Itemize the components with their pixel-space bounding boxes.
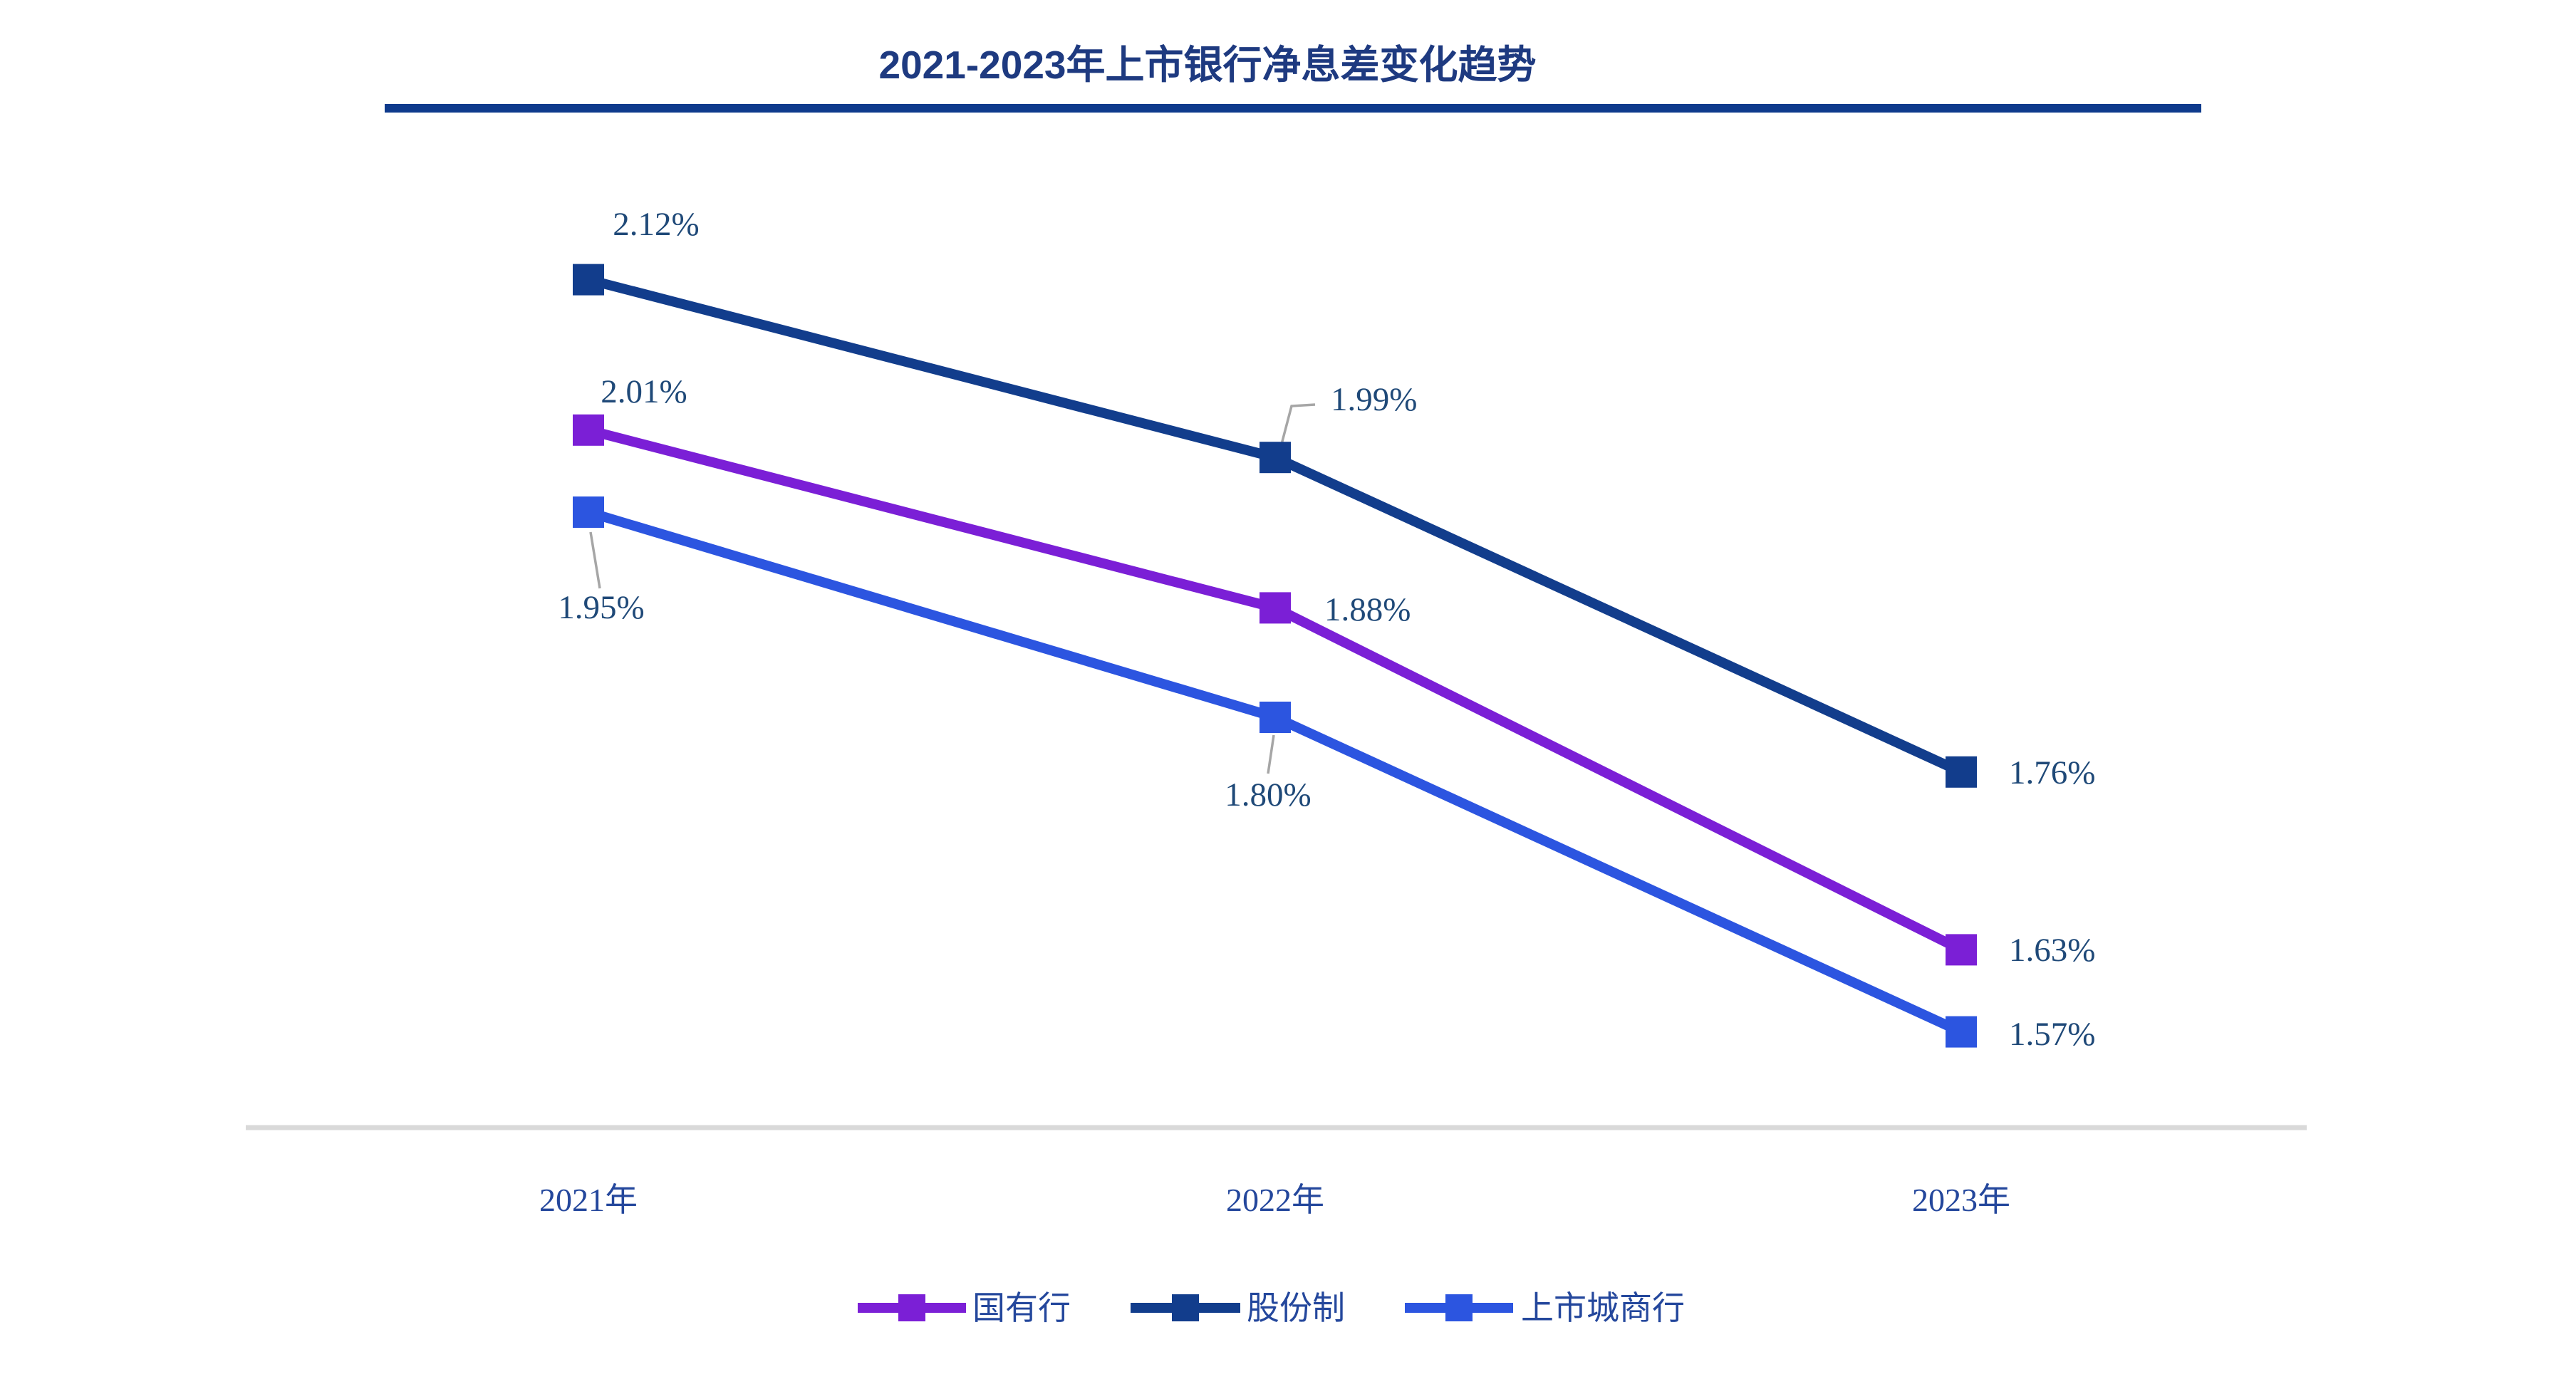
- x-axis-label: 2021年: [539, 1182, 638, 1218]
- legend-marker-swatch: [1172, 1294, 1199, 1321]
- legend: 国有行 股份制 上市城商行: [858, 1290, 1685, 1326]
- legend-item: 股份制: [1131, 1290, 1345, 1326]
- legend-label: 上市城商行: [1521, 1290, 1685, 1326]
- plot-area: 2.01% 1.88% 1.63% 2.12% 1.99% 1.76% 1.95% 1.80%…: [558, 206, 2095, 1053]
- x-axis-label: 2022年: [1226, 1182, 1324, 1218]
- label-leader-line: [589, 531, 601, 589]
- series-marker: [573, 496, 604, 528]
- series-marker: [1946, 756, 1977, 788]
- series-marker: [1946, 1016, 1977, 1048]
- series-marker: [1260, 592, 1291, 624]
- x-axis: 2021年 2022年 2023年: [246, 1125, 2307, 1218]
- legend-item: 国有行: [858, 1290, 1071, 1326]
- series-marker: [1260, 702, 1291, 733]
- label-leader-line: [1267, 734, 1275, 774]
- series-marker: [1946, 934, 1977, 966]
- data-label: 1.95%: [558, 589, 644, 626]
- series-line: [586, 507, 1963, 1036]
- data-label: 1.80%: [1225, 776, 1311, 813]
- series-line: [587, 425, 1964, 955]
- legend-marker-swatch: [1445, 1294, 1473, 1321]
- data-label: 1.99%: [1331, 381, 1417, 418]
- series-line: [587, 274, 1963, 777]
- x-axis-label: 2023年: [1912, 1182, 2010, 1218]
- series-marker: [573, 414, 604, 446]
- series-marker: [1260, 442, 1291, 474]
- legend-marker-swatch: [898, 1294, 925, 1321]
- data-label: 2.01%: [601, 373, 687, 410]
- series-marker: [573, 264, 604, 296]
- data-label: 1.63%: [2009, 932, 2095, 969]
- legend-label: 国有行: [972, 1290, 1071, 1326]
- data-label: 1.88%: [1324, 591, 1411, 628]
- x-axis-line: [246, 1125, 2307, 1130]
- chart-title: 2021-2023年上市银行净息差变化趋势: [878, 43, 1536, 87]
- data-label: 1.76%: [2009, 754, 2095, 791]
- legend-label: 股份制: [1247, 1290, 1345, 1326]
- data-label: 1.57%: [2009, 1016, 2095, 1053]
- legend-item: 上市城商行: [1405, 1290, 1685, 1326]
- title-rule: [385, 104, 2201, 113]
- data-label: 2.12%: [613, 206, 699, 243]
